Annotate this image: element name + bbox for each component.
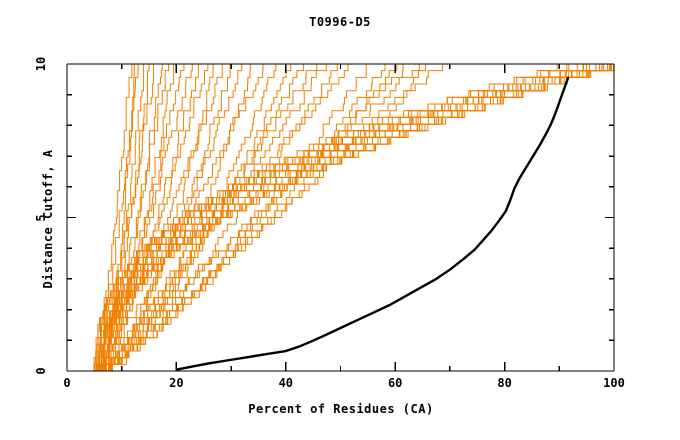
y-tick-label: 0 — [34, 367, 48, 375]
prediction-curve — [97, 64, 386, 372]
y-tick-label: 10 — [34, 56, 48, 72]
prediction-curve — [102, 64, 615, 372]
x-tick-label: 100 — [603, 376, 625, 390]
x-axis-label: Percent of Residues (CA) — [248, 402, 434, 416]
prediction-curve — [96, 64, 615, 372]
prediction-curve — [93, 64, 398, 372]
x-tick-label: 20 — [169, 376, 184, 390]
prediction-curve — [98, 64, 588, 372]
prediction-curve — [92, 64, 568, 372]
x-tick-label: 40 — [278, 376, 294, 390]
x-tick-label: 0 — [63, 376, 71, 390]
reference-curve — [176, 76, 570, 371]
prediction-curves — [92, 64, 615, 372]
prediction-curve — [96, 64, 185, 372]
prediction-curve — [96, 64, 133, 371]
y-tick-label: 5 — [34, 213, 48, 222]
prediction-curve — [103, 64, 135, 372]
x-tick-label: 80 — [497, 376, 512, 390]
x-tick-label: 60 — [387, 376, 403, 390]
prediction-curve — [103, 64, 420, 372]
axis-frame — [66, 63, 615, 372]
prediction-curve — [99, 64, 585, 371]
prediction-curve — [94, 64, 612, 372]
prediction-curve — [98, 64, 193, 372]
prediction-curve — [100, 64, 603, 372]
prediction-curve — [100, 64, 597, 371]
page-title: T0996-D5 — [309, 15, 371, 29]
